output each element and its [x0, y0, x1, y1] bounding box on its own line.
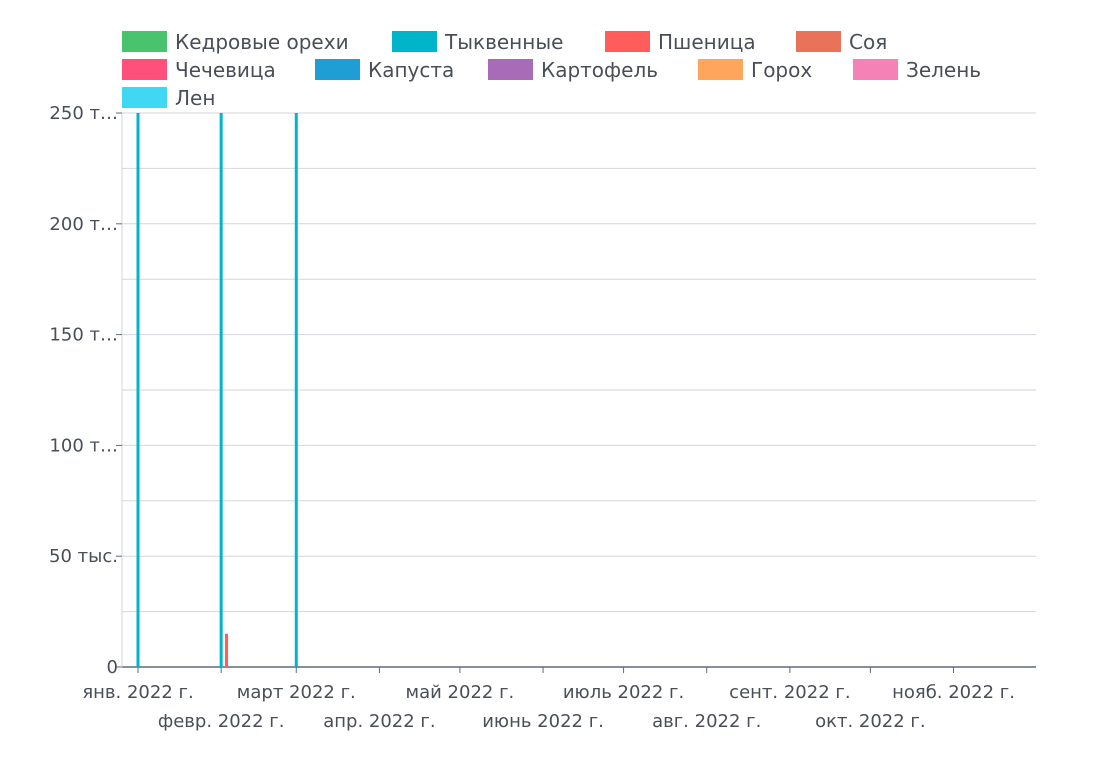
legend-swatch [796, 31, 841, 52]
bar [294, 113, 298, 667]
legend-swatch [122, 31, 167, 52]
x-tick-label: янв. 2022 г. [82, 682, 193, 703]
legend-swatch [122, 59, 167, 80]
legend-label: Капуста [368, 58, 454, 82]
legend-swatch [392, 31, 437, 52]
x-tick-label: июнь 2022 г. [482, 711, 604, 732]
legend-swatch [488, 59, 533, 80]
x-tick-label: нояб. 2022 г. [892, 682, 1015, 703]
x-tick-label: апр. 2022 г. [323, 711, 435, 732]
x-tick-label: окт. 2022 г. [815, 711, 926, 732]
y-tick-label: 200 т… [49, 214, 118, 235]
legend-swatch [605, 31, 650, 52]
legend-label: Горох [751, 58, 812, 82]
x-tick-label: май 2022 г. [406, 682, 515, 703]
bar [219, 113, 223, 667]
y-tick-label: 250 т… [49, 103, 118, 124]
y-tick-label: 50 тыс. [49, 546, 118, 567]
legend-swatch [315, 59, 360, 80]
legend-label: Пшеница [658, 30, 756, 54]
bar [225, 633, 229, 667]
y-tick-label: 0 [107, 657, 118, 678]
x-tick-label: авг. 2022 г. [652, 711, 761, 732]
legend-swatch [122, 87, 167, 108]
legend-label: Кедровые орехи [175, 30, 349, 54]
legend-swatch [853, 59, 898, 80]
legend-label: Картофель [541, 58, 658, 82]
x-tick-label: март 2022 г. [237, 682, 356, 703]
y-tick-label: 150 т… [49, 325, 118, 346]
legend-label: Чечевица [175, 58, 276, 82]
x-tick-label: июль 2022 г. [563, 682, 684, 703]
legend-label: Тыквенные [444, 30, 563, 54]
x-tick-label: сент. 2022 г. [729, 682, 850, 703]
legend-label: Соя [849, 30, 887, 54]
legend-label: Лен [175, 86, 215, 110]
y-tick-label: 100 т… [49, 435, 118, 456]
legend-label: Зелень [906, 58, 981, 82]
bar [136, 113, 140, 667]
x-tick-label: февр. 2022 г. [158, 711, 285, 732]
legend-swatch [698, 59, 743, 80]
